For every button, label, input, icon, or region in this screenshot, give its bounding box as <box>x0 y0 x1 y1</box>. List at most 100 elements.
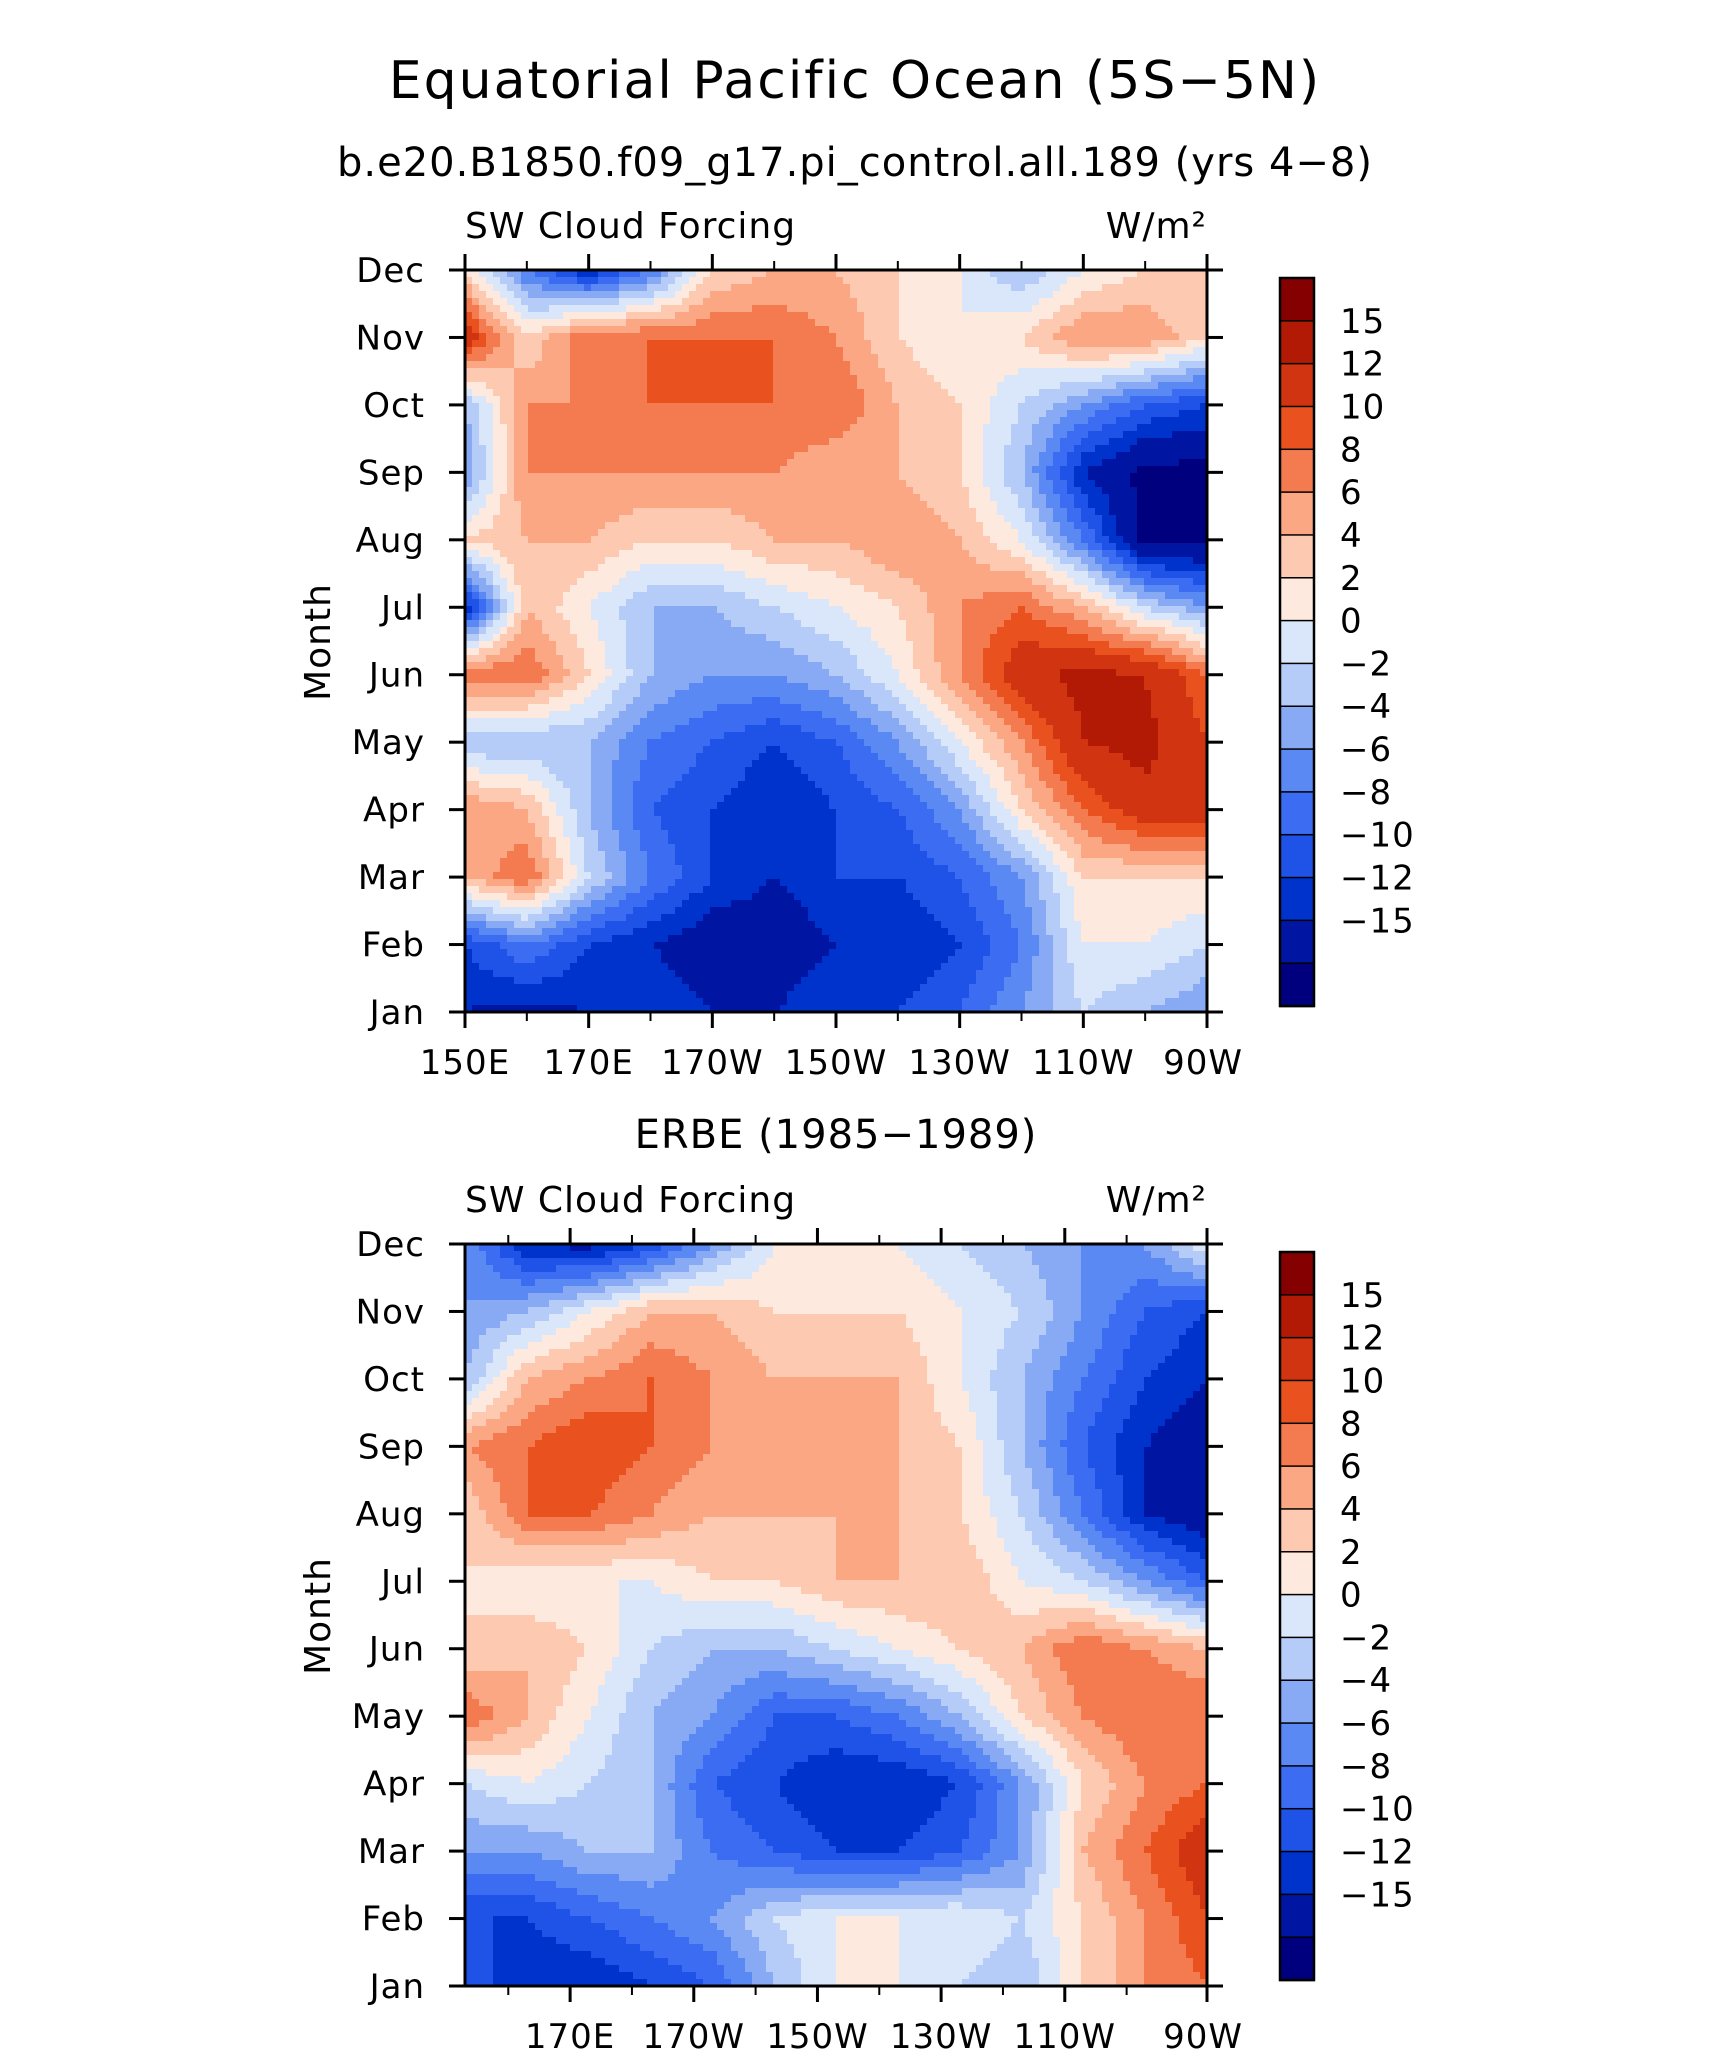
contour-cell <box>976 578 984 586</box>
contour-cell <box>1144 277 1152 285</box>
contour-cell <box>507 340 515 348</box>
contour-cell <box>465 557 473 565</box>
contour-cell <box>668 571 676 579</box>
contour-cell <box>1032 298 1040 306</box>
contour-cell <box>836 389 844 397</box>
contour-cell <box>647 592 655 600</box>
contour-cell <box>808 347 816 355</box>
contour-cell <box>507 557 515 565</box>
contour-cell <box>752 515 760 523</box>
contour-cell <box>878 536 886 544</box>
contour-cell <box>556 578 564 586</box>
contour-cell <box>780 354 788 362</box>
contour-cell <box>1165 571 1173 579</box>
contour-cell <box>591 522 599 530</box>
contour-cell <box>507 382 515 390</box>
contour-cell <box>1165 466 1173 474</box>
contour-cell <box>1074 438 1082 446</box>
contour-cell <box>521 515 529 523</box>
contour-cell <box>731 585 739 593</box>
contour-cell <box>479 382 487 390</box>
contour-cell <box>948 298 956 306</box>
contour-cell <box>892 417 900 425</box>
contour-cell <box>1060 571 1068 579</box>
contour-cell <box>731 557 739 565</box>
contour-cell <box>1172 298 1180 306</box>
contour-cell <box>1095 298 1103 306</box>
contour-cell <box>794 375 802 383</box>
contour-cell <box>1186 473 1194 481</box>
contour-cell <box>507 312 515 320</box>
contour-cell <box>808 333 816 341</box>
contour-cell <box>507 431 515 439</box>
contour-cell <box>1102 564 1110 572</box>
contour-cell <box>703 277 711 285</box>
contour-cell <box>773 564 781 572</box>
contour-cell <box>955 340 963 348</box>
contour-cell <box>1039 438 1047 446</box>
contour-cell <box>955 487 963 495</box>
contour-cell <box>724 571 732 579</box>
contour-cell <box>1032 305 1040 313</box>
contour-cell <box>1144 550 1152 558</box>
contour-cell <box>1158 305 1166 313</box>
contour-cell <box>654 557 662 565</box>
contour-cell <box>843 403 851 411</box>
contour-cell <box>752 361 760 369</box>
contour-cell <box>563 382 571 390</box>
contour-cell <box>682 585 690 593</box>
contour-cell <box>570 487 578 495</box>
contour-cell <box>696 466 704 474</box>
contour-cell <box>1137 508 1145 516</box>
contour-cell <box>1088 291 1096 299</box>
contour-cell <box>745 326 753 334</box>
contour-cell <box>542 564 550 572</box>
contour-cell <box>521 494 529 502</box>
contour-cell <box>920 424 928 432</box>
contour-cell <box>1081 424 1089 432</box>
contour-cell <box>892 319 900 327</box>
contour-cell <box>500 466 508 474</box>
contour-cell <box>675 480 683 488</box>
contour-cell <box>864 270 872 278</box>
contour-cell <box>570 333 578 341</box>
contour-cell <box>1004 557 1012 565</box>
contour-cell <box>514 599 522 607</box>
contour-cell <box>1018 396 1026 404</box>
contour-cell <box>1130 298 1138 306</box>
contour-cell <box>1144 578 1152 586</box>
contour-cell <box>521 326 529 334</box>
contour-cell <box>1151 403 1159 411</box>
contour-cell <box>899 508 907 516</box>
contour-cell <box>899 501 907 509</box>
contour-cell <box>507 277 515 285</box>
contour-cell <box>1144 354 1152 362</box>
contour-cell <box>1011 592 1019 600</box>
contour-cell <box>1165 340 1173 348</box>
contour-cell <box>1109 557 1117 565</box>
contour-cell <box>941 473 949 481</box>
contour-cell <box>976 543 984 551</box>
contour-cell <box>710 592 718 600</box>
contour-cell <box>780 529 788 537</box>
contour-cell <box>1053 452 1061 460</box>
contour-cell <box>1165 529 1173 537</box>
contour-cell <box>528 382 536 390</box>
contour-cell <box>815 312 823 320</box>
contour-cell <box>878 585 886 593</box>
contour-cell <box>598 382 606 390</box>
contour-cell <box>1158 571 1166 579</box>
contour-cell <box>1046 508 1054 516</box>
contour-cell <box>1025 410 1033 418</box>
contour-cell <box>850 417 858 425</box>
contour-cell <box>969 312 977 320</box>
contour-cell <box>528 578 536 586</box>
contour-cell <box>1018 592 1026 600</box>
contour-cell <box>759 550 767 558</box>
contour-cell <box>647 557 655 565</box>
contour-cell <box>864 347 872 355</box>
contour-cell <box>549 396 557 404</box>
contour-cell <box>808 438 816 446</box>
contour-cell <box>668 431 676 439</box>
contour-cell <box>717 592 725 600</box>
